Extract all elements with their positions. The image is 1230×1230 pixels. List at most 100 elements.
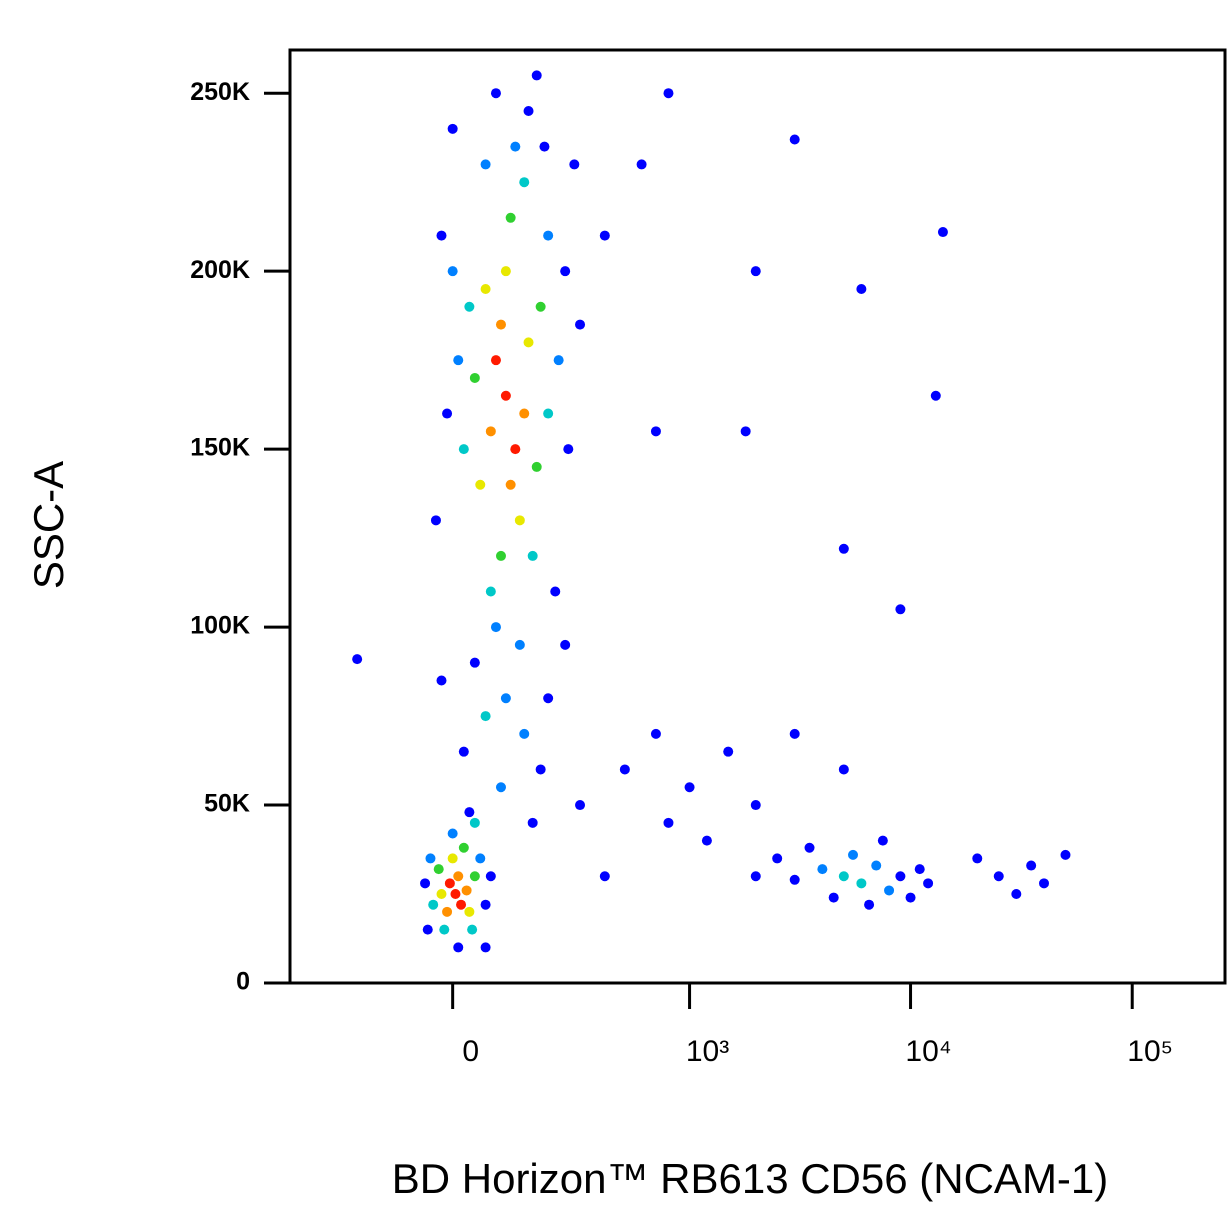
event-point	[480, 711, 491, 722]
event-point	[560, 639, 571, 650]
event-point	[856, 283, 867, 294]
event-point	[650, 728, 661, 739]
x-tick-label: 0	[462, 1035, 479, 1068]
event-point	[923, 878, 934, 889]
event-point	[1039, 878, 1050, 889]
event-point	[838, 764, 849, 775]
event-point	[619, 764, 630, 775]
event-point	[514, 515, 525, 526]
event-point	[436, 230, 447, 241]
y-tick-label: 100K	[190, 612, 250, 640]
x-tick-label: 10³	[686, 1035, 729, 1068]
event-point	[439, 924, 450, 935]
event-point	[436, 675, 447, 686]
event-point	[453, 871, 464, 882]
event-point	[905, 892, 916, 903]
event-point	[527, 550, 538, 561]
event-point	[495, 319, 506, 330]
event-point	[531, 70, 542, 81]
event-point	[535, 764, 546, 775]
event-point	[817, 864, 828, 875]
event-point	[442, 408, 453, 419]
event-point	[500, 266, 511, 277]
event-point	[514, 639, 525, 650]
event-point	[539, 141, 550, 152]
event-point	[485, 586, 496, 597]
event-point	[531, 461, 542, 472]
event-point	[650, 426, 661, 437]
event-point	[422, 924, 433, 935]
event-point	[458, 746, 469, 757]
event-point	[444, 878, 455, 889]
event-point	[490, 622, 501, 633]
event-point	[458, 842, 469, 853]
event-point	[464, 807, 475, 818]
event-point	[740, 426, 751, 437]
y-tick-label: 150K	[190, 434, 250, 462]
event-point	[485, 426, 496, 437]
event-point	[543, 693, 554, 704]
event-point	[575, 800, 586, 811]
event-point	[895, 604, 906, 615]
x-tick-label: 10⁴	[905, 1035, 951, 1068]
event-point	[838, 871, 849, 882]
event-point	[447, 828, 458, 839]
event-point	[838, 543, 849, 554]
event-point	[864, 899, 875, 910]
event-point	[856, 878, 867, 889]
event-point	[937, 227, 948, 238]
event-point	[469, 372, 480, 383]
event-point	[500, 693, 511, 704]
event-point	[877, 835, 888, 846]
event-point	[436, 889, 447, 900]
event-point	[1026, 860, 1037, 871]
event-point	[480, 283, 491, 294]
event-point	[461, 885, 472, 896]
event-point	[450, 889, 461, 900]
plot-frame	[288, 48, 1227, 985]
event-point	[723, 746, 734, 757]
x-axis-title: BD Horizon™ RB613 CD56 (NCAM-1)	[392, 1155, 1109, 1202]
event-point	[884, 885, 895, 896]
event-point	[599, 871, 610, 882]
event-point	[750, 800, 761, 811]
event-point	[701, 835, 712, 846]
event-point	[895, 871, 906, 882]
event-point	[1011, 889, 1022, 900]
event-point	[505, 479, 516, 490]
event-point	[523, 337, 534, 348]
event-point	[972, 853, 983, 864]
y-axis-title: SSC-A	[25, 461, 72, 589]
event-point	[527, 817, 538, 828]
event-point	[467, 924, 478, 935]
event-point	[464, 906, 475, 917]
event-point	[871, 860, 882, 871]
event-point	[480, 942, 491, 953]
event-point	[804, 842, 815, 853]
event-point	[447, 853, 458, 864]
event-point	[433, 864, 444, 875]
event-point	[930, 390, 941, 401]
event-point	[828, 892, 839, 903]
event-point	[1060, 849, 1071, 860]
event-point	[535, 301, 546, 312]
event-point	[789, 874, 800, 885]
event-point	[510, 141, 521, 152]
event-point	[663, 88, 674, 99]
event-point	[469, 817, 480, 828]
y-tick-label: 250K	[190, 78, 250, 106]
event-point	[550, 586, 561, 597]
event-point	[505, 212, 516, 223]
y-tick-label: 50K	[204, 790, 250, 818]
event-point	[475, 853, 486, 864]
event-point	[490, 88, 501, 99]
event-point	[553, 355, 564, 366]
event-point	[469, 657, 480, 668]
event-point	[425, 853, 436, 864]
event-point	[543, 408, 554, 419]
event-point	[453, 942, 464, 953]
event-point	[750, 266, 761, 277]
event-point	[914, 864, 925, 875]
event-point	[352, 654, 363, 665]
